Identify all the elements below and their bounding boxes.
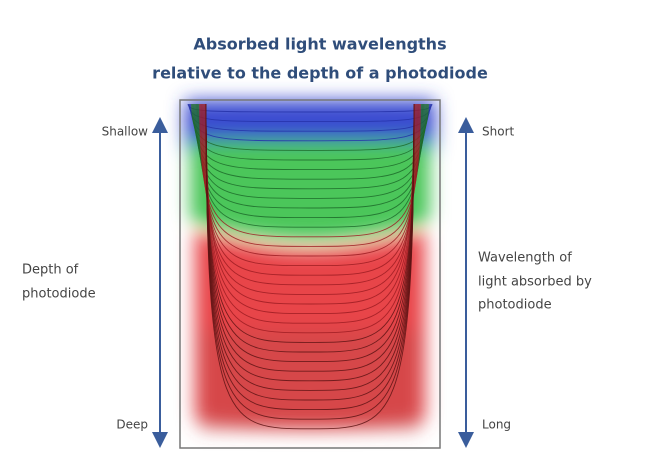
title-line: Absorbed light wavelengths bbox=[193, 35, 446, 54]
short-label: Short bbox=[482, 125, 514, 139]
photodiode-box bbox=[179, 99, 441, 449]
contour bbox=[205, 103, 415, 343]
contour-lines bbox=[187, 103, 433, 430]
wavelength-label: Wavelength of bbox=[478, 251, 572, 266]
contour bbox=[205, 103, 415, 420]
contour bbox=[205, 103, 415, 391]
contour bbox=[205, 103, 415, 334]
contour bbox=[205, 103, 415, 324]
contour bbox=[205, 103, 415, 401]
contour bbox=[205, 103, 415, 382]
long-label: Long bbox=[482, 418, 511, 432]
shallow-label: Shallow bbox=[102, 125, 149, 139]
contour bbox=[205, 103, 415, 353]
wavelength-label: photodiode bbox=[478, 298, 552, 313]
contour bbox=[205, 103, 415, 372]
contour bbox=[205, 103, 415, 315]
deep-label: Deep bbox=[116, 418, 148, 432]
contour bbox=[205, 103, 415, 363]
depth-label: Depth of bbox=[22, 263, 79, 278]
contour bbox=[205, 103, 415, 411]
depth-label: photodiode bbox=[22, 287, 96, 302]
wavelength-label: light absorbed by bbox=[478, 275, 592, 290]
contour bbox=[205, 103, 415, 305]
contour bbox=[205, 103, 415, 430]
title-line: relative to the depth of a photodiode bbox=[152, 64, 488, 83]
